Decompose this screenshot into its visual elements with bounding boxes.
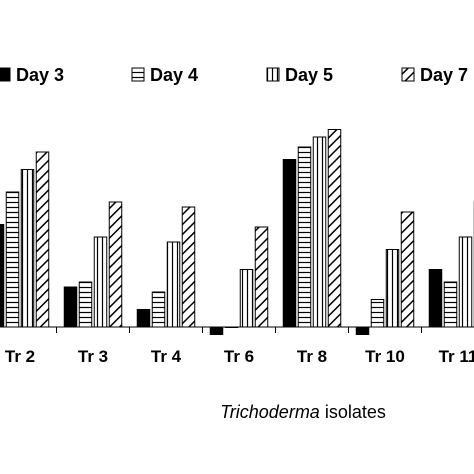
x-tick-label: Tr 11 [439,347,474,366]
bar-tr4-day-7 [181,206,196,328]
x-tick-label: Tr 2 [5,347,35,366]
x-ticks [56,327,422,333]
bar-tr8-day-7 [327,129,342,328]
bar-tr4-day-4 [151,291,166,328]
bar-tr3-day-7 [108,201,123,328]
bar-tr2-day-7 [35,151,50,328]
bar-tr11-day-4 [443,281,458,328]
bar-tr6-day-7 [254,226,269,328]
x-axis-title: Trichoderma isolates [220,402,386,422]
legend: Day 3 Day 4 Day 5 Day 7 [0,65,468,85]
x-axis-title-italic: Trichoderma [220,402,320,422]
legend-item-day-7: Day 7 [401,65,468,85]
legend-item-day-4: Day 4 [131,65,198,85]
bar-tr6-day-5 [239,269,254,328]
legend-item-day-5: Day 5 [266,65,333,85]
bar-tr3-day-4 [78,281,93,328]
bar-tr2-day-4 [5,191,20,328]
x-tick-label: Tr 4 [151,347,182,366]
bar-tr2-day-3 [0,224,5,328]
x-tick-label: Tr 6 [224,347,254,366]
legend-item-day-3: Day 3 [0,65,64,85]
bar-tr2-day-5 [20,169,35,328]
x-tick-label: Tr 8 [297,347,327,366]
bar-tr8-day-3 [282,159,297,328]
bar-tr3-day-5 [93,236,108,328]
bar-tr6-day-3 [209,326,224,335]
legend-label: Day 3 [16,65,64,85]
bar-tr3-day-3 [63,286,78,328]
bar-tr10-day-7 [400,211,415,328]
x-tick-labels: Tr 2 Tr 3 Tr 4 Tr 6 Tr 8 Tr 10 Tr 11 [5,347,474,366]
bar-tr4-day-3 [136,309,151,328]
bar-tr11-day-3 [428,269,443,328]
legend-swatch [266,67,280,82]
legend-label: Day 5 [285,65,333,85]
bar-tr10-day-5 [385,249,400,328]
x-tick-label: Tr 3 [78,347,108,366]
legend-label: Day 7 [420,65,468,85]
x-axis-title-rest: isolates [320,402,386,422]
bar-tr11-day-5 [458,236,473,328]
legend-swatch [131,67,145,82]
bar-tr8-day-5 [312,136,327,328]
legend-swatch [0,67,11,82]
bar-tr10-day-4 [370,299,385,328]
legend-swatch [401,67,415,82]
x-tick-label: Tr 10 [365,347,405,366]
bar-tr4-day-5 [166,241,181,328]
bars [0,129,474,335]
bar-tr10-day-3 [355,326,370,335]
bar-tr8-day-4 [297,146,312,328]
legend-label: Day 4 [150,65,198,85]
